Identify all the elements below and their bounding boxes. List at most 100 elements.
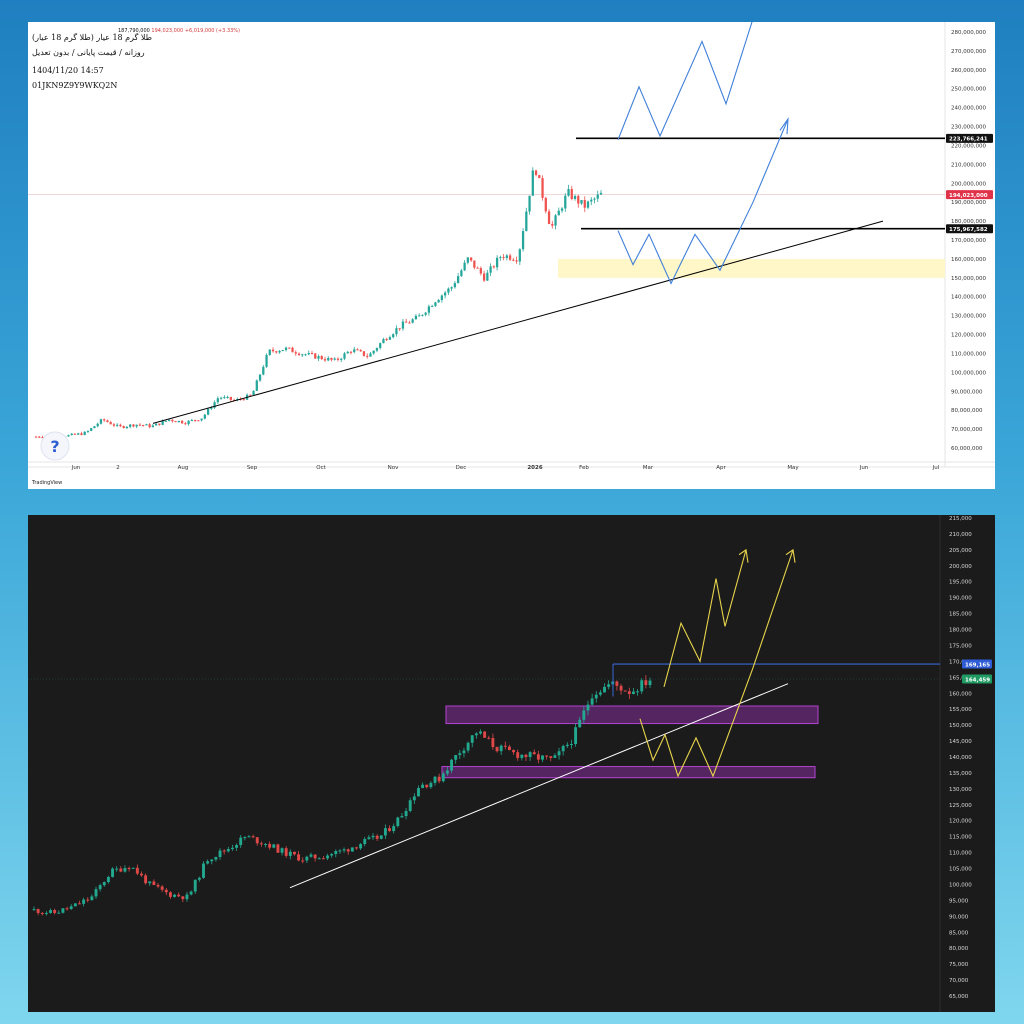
candle — [142, 424, 145, 426]
candle — [235, 845, 239, 848]
lower-level-price-label-bg — [946, 224, 993, 234]
x-tick-label: Sep — [247, 465, 258, 471]
ohlc-open: 187,790,000 — [118, 28, 150, 34]
candle — [392, 826, 396, 832]
candle — [434, 302, 437, 306]
candle — [369, 353, 372, 357]
candle — [367, 837, 371, 840]
candle — [375, 835, 379, 839]
candle — [41, 437, 44, 439]
candle — [185, 894, 189, 900]
candle — [636, 691, 640, 693]
brand-label: TradingView — [32, 480, 63, 486]
x-tick-label: Oct — [316, 465, 326, 471]
support-zone — [558, 258, 945, 278]
candle — [210, 859, 214, 862]
candle — [492, 266, 495, 268]
y-tick-label: 130,000 — [949, 787, 972, 793]
candle — [412, 796, 416, 801]
candle — [144, 875, 148, 884]
candle — [479, 268, 482, 274]
candle — [181, 896, 185, 900]
candle — [38, 436, 41, 438]
symbol-subtitle: روزانه / قیمت پایانی / بدون تعدیل — [32, 48, 145, 57]
candle — [297, 854, 301, 861]
x-tick-label: Jun — [859, 465, 869, 471]
candle — [541, 755, 544, 760]
candle — [173, 894, 177, 897]
candle — [578, 719, 582, 728]
candle — [284, 848, 288, 856]
candle — [447, 288, 450, 293]
candle — [291, 347, 294, 353]
candle — [486, 272, 489, 281]
y-tick-label: 250,000,000 — [951, 87, 986, 93]
candle — [644, 680, 648, 686]
candle — [317, 858, 321, 860]
candle — [343, 353, 346, 359]
y-tick-label: 180,000 — [949, 628, 972, 634]
candle — [396, 817, 400, 827]
candle — [525, 211, 528, 232]
candle — [336, 358, 340, 360]
candle — [197, 877, 201, 880]
candle — [57, 912, 61, 914]
candle — [98, 885, 102, 890]
candle — [491, 738, 495, 748]
candle — [109, 422, 112, 425]
candle — [193, 419, 197, 421]
candle — [404, 810, 408, 817]
y-tick-label: 120,000 — [949, 819, 972, 825]
candle — [251, 836, 255, 838]
candle — [167, 419, 171, 421]
top-chart-panel: 60,000,000 70,000,000 80,000,000 90,000,000… — [28, 22, 995, 489]
candle — [307, 353, 310, 355]
candle — [355, 847, 358, 849]
candle — [119, 424, 122, 427]
x-tick-label: 2026 — [527, 465, 542, 471]
candle — [96, 423, 99, 427]
candle — [148, 424, 151, 428]
y-tick-label: 135,000 — [949, 771, 972, 777]
candle — [532, 752, 536, 755]
candle — [112, 424, 116, 426]
y-tick-label: 280,000,000 — [951, 30, 986, 36]
candle — [536, 754, 540, 760]
candle — [131, 867, 135, 869]
y-tick-label: 130,000,000 — [951, 314, 986, 320]
candle — [551, 223, 554, 226]
y-tick-label: 195,000 — [949, 580, 972, 586]
current-price-label-bg — [946, 190, 993, 200]
candle — [648, 680, 652, 686]
candle — [67, 435, 70, 437]
candle — [168, 892, 172, 897]
candle — [288, 347, 291, 349]
candle — [582, 710, 586, 720]
y-tick-label: 90,000 — [949, 914, 969, 920]
candle — [216, 398, 219, 403]
candle — [190, 419, 193, 421]
candle — [160, 886, 164, 890]
candle — [271, 349, 275, 352]
candle — [474, 733, 478, 736]
ohlc-readout: 187,790,000 194,023,000 +6,019,000 (+3.3… — [118, 28, 240, 34]
candle — [229, 396, 232, 400]
demand-zone — [441, 766, 816, 779]
y-tick-label: 205,000 — [949, 548, 972, 554]
candle — [275, 351, 278, 353]
candle — [421, 314, 424, 316]
candle — [34, 436, 38, 438]
x-tick-label: 2 — [116, 465, 120, 471]
candle — [489, 266, 492, 273]
candle — [226, 849, 230, 852]
candle — [520, 754, 524, 758]
candle — [421, 784, 425, 789]
candle — [392, 334, 395, 338]
y-tick-label: 170,000 — [949, 659, 972, 665]
candle — [458, 753, 462, 755]
candle — [534, 170, 538, 175]
y-tick-label: 125,000 — [949, 803, 972, 809]
candle — [395, 328, 398, 335]
candle — [90, 896, 94, 900]
y-tick-label: 190,000,000 — [951, 200, 986, 206]
